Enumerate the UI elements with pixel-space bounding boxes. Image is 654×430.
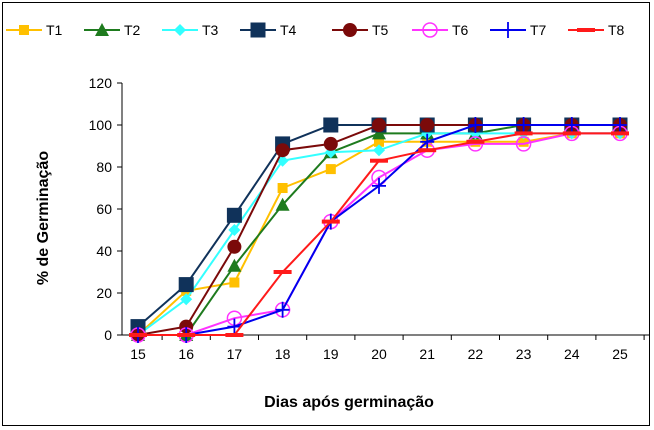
x-tick-label: 22: [468, 346, 484, 362]
x-tick-label: 16: [178, 346, 194, 362]
data-point: [516, 117, 531, 133]
x-tick-label: 20: [371, 346, 387, 362]
legend-entry-t1: T1: [6, 22, 63, 38]
series-line: [137, 132, 620, 336]
x-tick-label: 15: [130, 346, 146, 362]
x-tick-label: 17: [227, 346, 243, 362]
y-tick-label: 60: [96, 201, 112, 217]
data-point: [227, 239, 242, 254]
data-point: [518, 136, 529, 147]
data-point: [323, 117, 339, 133]
x-tick-label: 23: [516, 346, 532, 362]
legend-marker: [501, 22, 515, 38]
y-tick-label: 40: [96, 243, 112, 259]
x-tick-label: 25: [612, 346, 628, 362]
legend-label: T4: [280, 22, 297, 38]
series-line: [138, 132, 620, 336]
data-point: [515, 136, 532, 152]
x-tick-label: 19: [323, 346, 339, 362]
data-point: [421, 127, 434, 140]
x-axis-title: Dias após germinação: [264, 394, 434, 411]
data-point: [370, 158, 388, 163]
data-point: [325, 164, 336, 175]
data-point: [372, 126, 386, 140]
data-point: [469, 127, 482, 140]
data-point: [514, 131, 533, 136]
data-point: [321, 219, 340, 224]
data-point: [420, 118, 435, 132]
data-point: [374, 136, 384, 147]
legend-label: T3: [202, 22, 219, 38]
data-point: [466, 139, 485, 144]
data-point: [225, 333, 244, 337]
y-tick-label: 80: [96, 159, 112, 175]
data-point: [372, 177, 386, 194]
y-tick-label: 120: [89, 75, 113, 91]
legend-marker: [95, 23, 109, 36]
legend-marker: [19, 25, 29, 35]
legend-entry-t7: T7: [490, 22, 547, 38]
legend-label: T1: [46, 22, 63, 38]
x-tick-label: 24: [564, 346, 580, 362]
data-point: [418, 148, 437, 153]
data-point: [180, 293, 193, 306]
chart-frame: [2, 2, 650, 426]
series-line: [137, 124, 620, 336]
legend-entry-t5: T5: [332, 22, 389, 38]
data-point: [613, 117, 627, 133]
data-point: [611, 131, 629, 136]
y-tick-label: 100: [89, 117, 113, 133]
y-tick-label: 20: [96, 285, 112, 301]
series-t8: [129, 131, 629, 337]
data-point: [179, 319, 194, 334]
legend-label: T7: [530, 22, 547, 38]
x-tick-label: 21: [419, 346, 435, 362]
legend-entry-t4: T4: [240, 22, 297, 38]
legend-entry-t3: T3: [162, 22, 219, 38]
data-point: [228, 224, 241, 236]
legend-label: T8: [608, 22, 625, 38]
legend-entry-t8: T8: [568, 22, 625, 38]
legend-marker: [174, 24, 186, 36]
data-point: [275, 143, 290, 158]
series-layer: [129, 117, 629, 343]
series-line: [138, 124, 620, 336]
data-point: [129, 333, 147, 337]
legend-entry-t6: T6: [412, 22, 469, 38]
legend-marker: [343, 23, 357, 37]
data-point: [277, 183, 288, 193]
legend: T1 T2 T3 T4 T5 T6 T7 T8: [6, 22, 625, 38]
legend-label: T2: [124, 22, 141, 38]
legend-marker: [250, 22, 266, 38]
data-point: [229, 277, 240, 288]
legend-marker: [577, 28, 595, 32]
tick-labels: 0 20 40 60 80 100 120 15 16 17 18 19 20 21 22 23 24 25: [89, 75, 628, 362]
data-point: [372, 118, 386, 132]
data-point: [226, 207, 242, 223]
data-point: [227, 258, 242, 272]
data-point: [177, 333, 196, 337]
data-point: [227, 318, 242, 335]
legend-label: T6: [452, 22, 469, 38]
data-point: [178, 277, 194, 293]
y-axis-title: % de Germinação: [35, 151, 52, 286]
data-point: [373, 144, 385, 157]
series-line: [138, 124, 620, 336]
data-point: [468, 117, 483, 133]
legend-label: T5: [372, 22, 389, 38]
data-point: [562, 131, 581, 136]
data-point: [323, 136, 338, 151]
series-line: [138, 132, 620, 336]
data-point: [420, 133, 435, 150]
data-point: [275, 301, 290, 318]
legend-entry-t2: T2: [84, 22, 141, 38]
data-point: [275, 197, 290, 211]
x-tick-label: 18: [275, 346, 291, 362]
series-line: [137, 132, 620, 336]
legend-marker: [422, 22, 438, 38]
data-point: [273, 270, 292, 274]
y-tick-label: 0: [104, 327, 112, 343]
data-point: [564, 117, 579, 133]
